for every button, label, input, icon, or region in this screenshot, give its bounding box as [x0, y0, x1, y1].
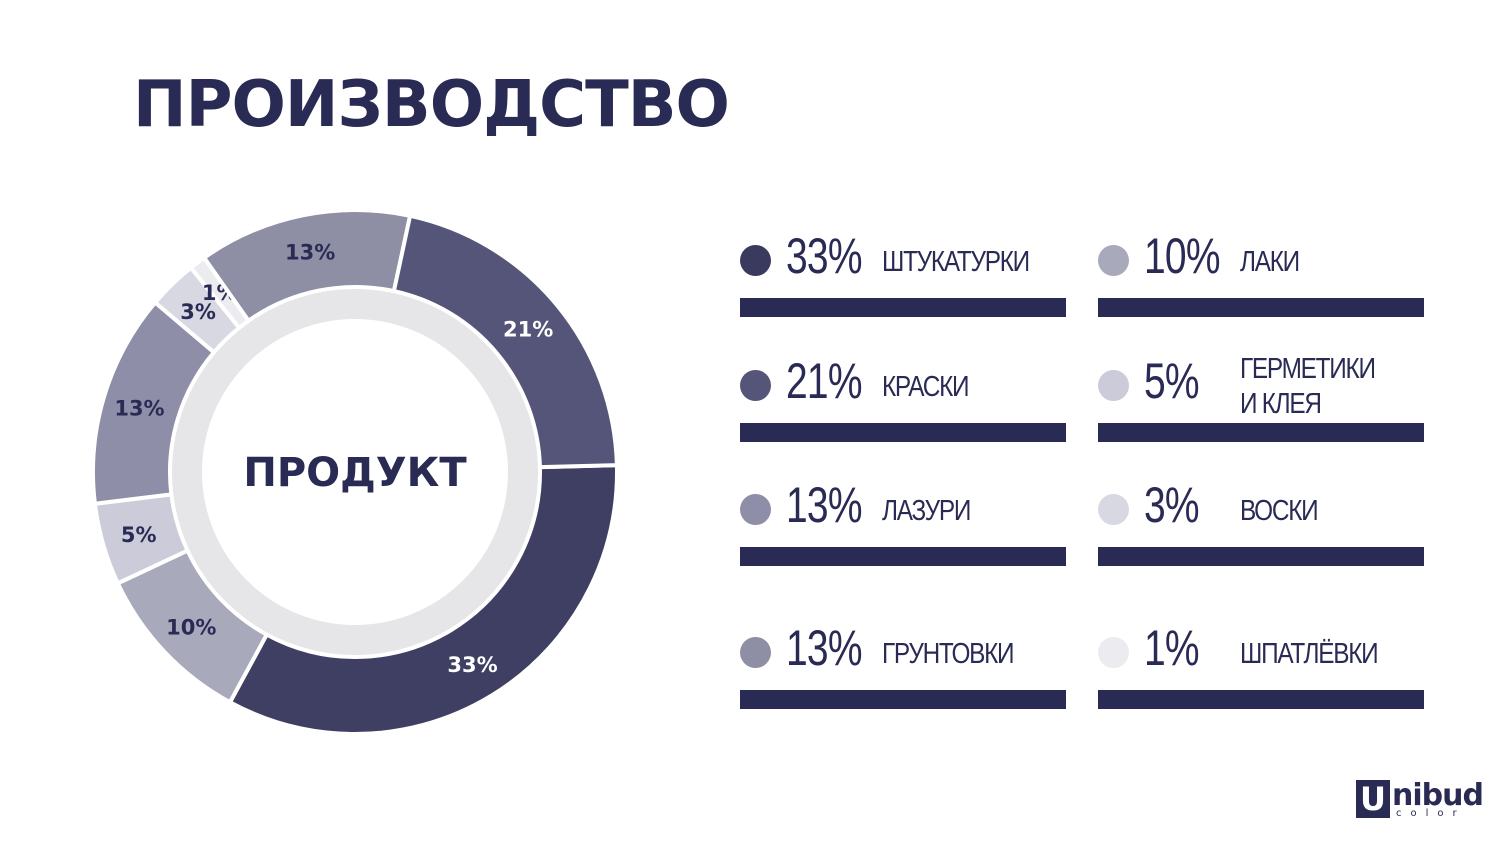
legend-name: ГРУНТОВКИ — [882, 638, 1015, 670]
legend-percent: 33% — [786, 228, 863, 284]
legend-name: ЛАЗУРИ — [882, 495, 971, 527]
logo-mark: U — [1356, 780, 1390, 818]
slice-label: 10% — [166, 615, 216, 639]
legend-bar — [740, 547, 1066, 566]
legend-item: 21% КРАСКИ — [740, 340, 1070, 450]
legend-item: 33% ШТУКАТУРКИ — [740, 215, 1070, 325]
legend-dot — [1098, 637, 1129, 668]
legend-name: КРАСКИ — [882, 371, 970, 403]
slice-label: 33% — [447, 653, 497, 677]
pie-slice — [391, 213, 619, 470]
slice-label: 5% — [121, 523, 157, 547]
legend-name: ШТУКАТУРКИ — [882, 246, 1030, 278]
legend-dot — [1098, 494, 1129, 525]
legend-percent: 13% — [786, 477, 863, 533]
legend-percent: 1% — [1144, 620, 1200, 676]
legend-percent: 5% — [1144, 353, 1200, 409]
slice-label: 3% — [180, 300, 216, 324]
legend-percent: 13% — [786, 620, 863, 676]
legend-bar — [740, 423, 1066, 442]
legend-item: 1% ШПАТЛЁВКИ — [1098, 607, 1428, 717]
unibud-logo: U nibud color — [1356, 778, 1484, 822]
legend-name: ГЕРМЕТИКИ И КЛЕЯ — [1240, 353, 1376, 420]
slice-label: 21% — [503, 317, 553, 341]
legend-bar — [740, 298, 1066, 317]
legend-bar — [1098, 298, 1424, 317]
page-title: ПРОИЗВОДСТВО — [133, 68, 730, 142]
legend-item: 5% ГЕРМЕТИКИ И КЛЕЯ — [1098, 340, 1428, 450]
legend-dot — [740, 245, 771, 276]
legend-name: ШПАТЛЁВКИ — [1240, 638, 1379, 670]
center-label: ПРОДУКТ — [243, 450, 467, 496]
legend-bar — [1098, 547, 1424, 566]
legend-item: 13% ГРУНТОВКИ — [740, 607, 1070, 717]
legend-dot — [740, 370, 771, 401]
legend-dot — [740, 637, 771, 668]
pie-slice — [227, 463, 619, 736]
legend-bar — [1098, 690, 1424, 709]
legend-name: ЛАКИ — [1240, 246, 1300, 278]
slice-label: 13% — [114, 396, 164, 420]
legend-percent: 10% — [1144, 228, 1221, 284]
legend-dot — [740, 494, 771, 525]
donut-chart: 33%10%5%13%3%1%13%21%ПРОДУКТ — [91, 208, 619, 736]
logo-subtitle: color — [1396, 808, 1466, 819]
legend-item: 10% ЛАКИ — [1098, 215, 1428, 325]
legend-item: 13% ЛАЗУРИ — [740, 464, 1070, 574]
logo-word: nibud — [1392, 778, 1484, 813]
legend-percent: 21% — [786, 353, 863, 409]
legend-dot — [1098, 370, 1129, 401]
legend-item: 3% ВОСКИ — [1098, 464, 1428, 574]
slice-label: 13% — [285, 241, 335, 265]
inner-ring — [172, 289, 538, 655]
legend-bar — [740, 690, 1066, 709]
legend-name: ВОСКИ — [1240, 495, 1319, 527]
legend-percent: 3% — [1144, 477, 1200, 533]
legend-dot — [1098, 245, 1129, 276]
legend-bar — [1098, 423, 1424, 442]
